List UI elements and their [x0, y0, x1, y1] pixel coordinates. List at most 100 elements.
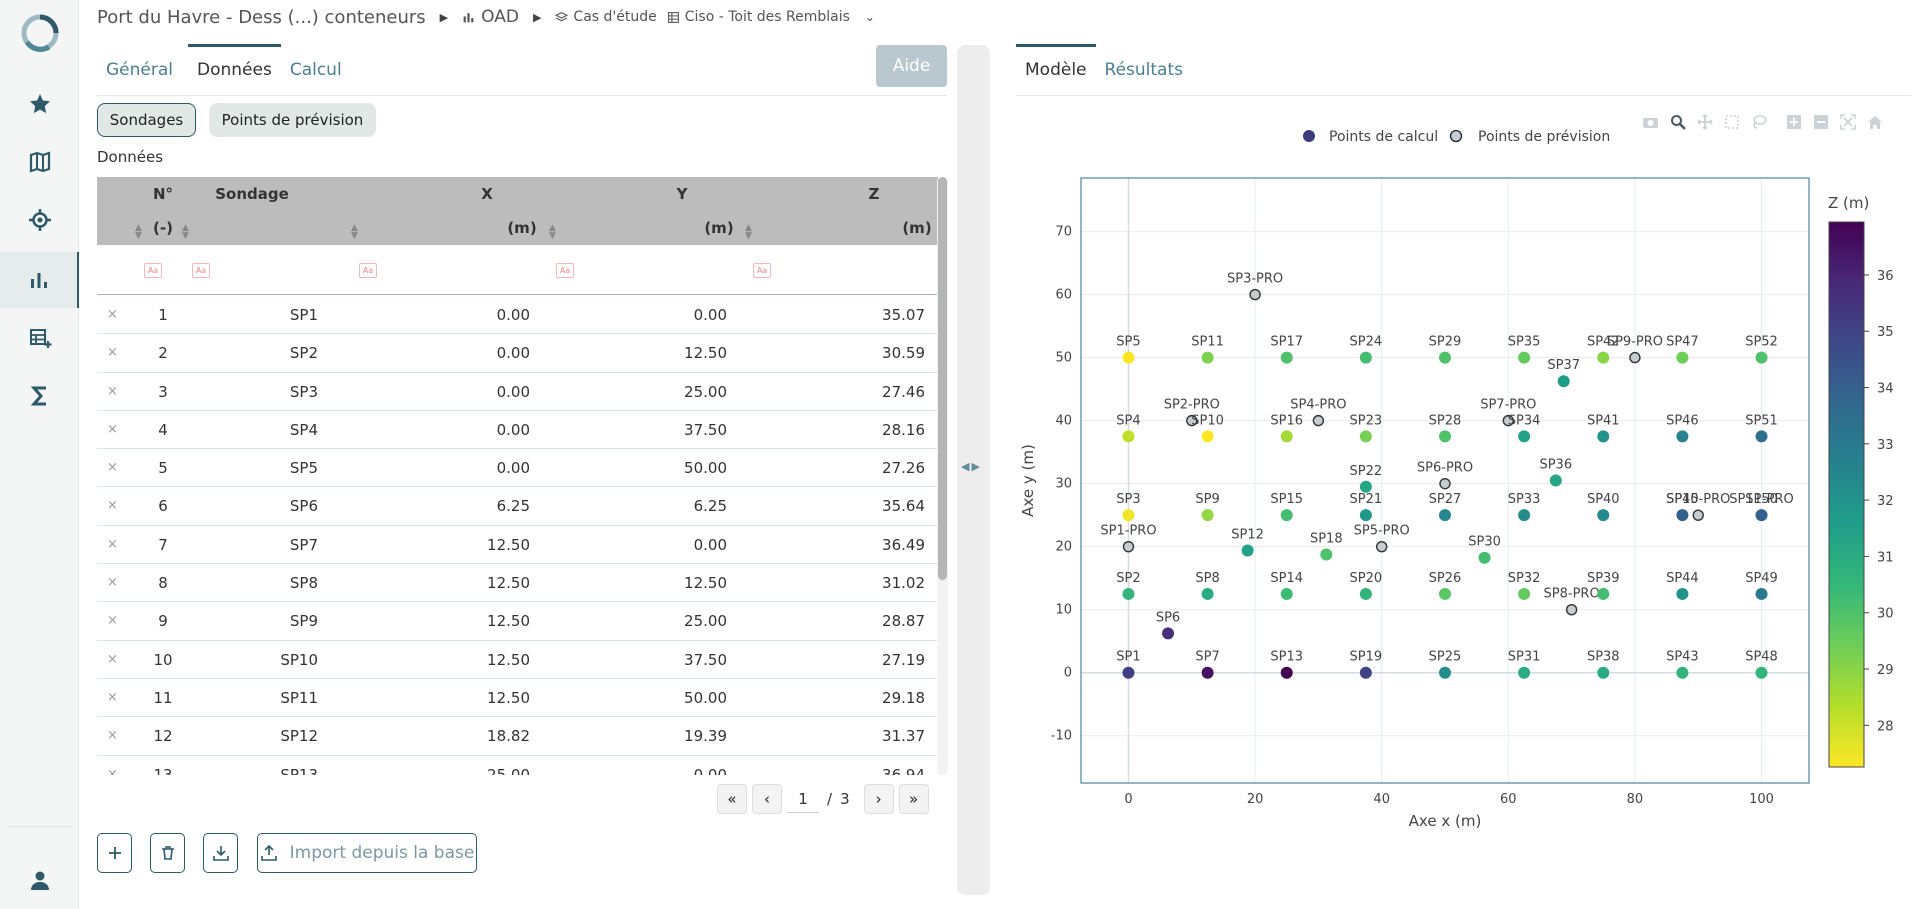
- calc-point[interactable]: [1549, 474, 1562, 487]
- delete-row-icon[interactable]: ×: [107, 651, 118, 667]
- delete-row-icon[interactable]: ×: [107, 460, 118, 476]
- calc-point[interactable]: [1162, 627, 1175, 640]
- page-number-input[interactable]: [787, 785, 819, 813]
- profile-nav[interactable]: [0, 852, 79, 908]
- filter-y-input[interactable]: Aa: [556, 263, 574, 278]
- table-row[interactable]: × 10 SP10 12.50 37.50 27.19: [97, 641, 938, 679]
- delete-row-icon[interactable]: ×: [107, 613, 118, 629]
- camera-icon[interactable]: [1640, 113, 1661, 131]
- tab-modele[interactable]: Modèle: [1016, 44, 1096, 96]
- delete-row-icon[interactable]: ×: [107, 689, 118, 705]
- header-number[interactable]: N°: [152, 185, 174, 203]
- calc-point[interactable]: [1320, 548, 1333, 561]
- filter-z-input[interactable]: Aa: [753, 263, 771, 278]
- first-page-button[interactable]: «: [717, 784, 747, 814]
- pan-icon[interactable]: [1694, 113, 1715, 131]
- prevision-point[interactable]: [1312, 414, 1325, 427]
- calc-point[interactable]: [1201, 509, 1214, 522]
- sort-icon[interactable]: ▲ ▼: [745, 223, 752, 241]
- sort-icon[interactable]: ▲ ▼: [135, 223, 142, 241]
- delete-row-icon[interactable]: ×: [107, 728, 118, 744]
- lasso-icon[interactable]: [1748, 113, 1769, 131]
- calc-point[interactable]: [1755, 587, 1768, 600]
- calc-point[interactable]: [1122, 666, 1135, 679]
- calc-point[interactable]: [1201, 351, 1214, 364]
- next-page-button[interactable]: ›: [863, 784, 894, 814]
- delete-rows-button[interactable]: [150, 833, 185, 873]
- calc-point[interactable]: [1597, 509, 1610, 522]
- table-row[interactable]: × 2 SP2 0.00 12.50 30.59: [97, 334, 938, 373]
- scrollbar-thumb[interactable]: [938, 177, 947, 580]
- app-logo[interactable]: [19, 12, 61, 54]
- delete-row-icon[interactable]: ×: [107, 766, 118, 775]
- table-row[interactable]: × 3 SP3 0.00 25.00 27.46: [97, 373, 938, 411]
- legend-marker-calc[interactable]: [1303, 130, 1315, 142]
- calc-point[interactable]: [1597, 430, 1610, 443]
- delete-row-icon[interactable]: ×: [107, 307, 118, 322]
- breadcrumb-project[interactable]: Port du Havre - Dess (...) conteneurs: [97, 6, 426, 28]
- table-row[interactable]: × 9 SP9 12.50 25.00 28.87: [97, 602, 938, 641]
- calc-point[interactable]: [1280, 351, 1293, 364]
- delete-row-icon[interactable]: ×: [107, 345, 118, 361]
- calc-point[interactable]: [1755, 430, 1768, 443]
- delete-row-icon[interactable]: ×: [107, 421, 118, 437]
- calc-point[interactable]: [1241, 544, 1254, 557]
- breadcrumb-model[interactable]: Ciso - Toit des Remblais ⌄: [667, 9, 875, 25]
- calc-point[interactable]: [1359, 430, 1372, 443]
- table-row[interactable]: × 13 SP13 25.00 0.00 36.94: [97, 756, 938, 775]
- delete-row-icon[interactable]: ×: [107, 575, 118, 591]
- calc-point[interactable]: [1755, 509, 1768, 522]
- calc-point[interactable]: [1518, 430, 1531, 443]
- table-add-nav[interactable]: [0, 310, 79, 366]
- download-button[interactable]: [203, 833, 238, 873]
- sum-nav[interactable]: [0, 368, 79, 424]
- last-page-button[interactable]: »: [898, 784, 929, 814]
- subtab-sondages[interactable]: Sondages: [97, 103, 196, 137]
- breadcrumb-module[interactable]: OAD: [462, 7, 519, 27]
- calc-point[interactable]: [1439, 509, 1451, 522]
- calc-point[interactable]: [1439, 666, 1451, 679]
- table-row[interactable]: × 1 SP1 0.00 0.00 35.07: [97, 296, 938, 335]
- calc-point[interactable]: [1518, 666, 1531, 679]
- calc-point[interactable]: [1280, 509, 1293, 522]
- sort-icon[interactable]: ▲ ▼: [351, 223, 358, 241]
- calc-point[interactable]: [1597, 351, 1610, 364]
- calc-point[interactable]: [1557, 375, 1570, 388]
- calc-point[interactable]: [1280, 430, 1293, 443]
- delete-row-icon[interactable]: ×: [107, 498, 118, 514]
- calc-point[interactable]: [1359, 351, 1372, 364]
- breadcrumb-case[interactable]: Cas d'étude: [555, 9, 657, 25]
- calc-point[interactable]: [1280, 587, 1293, 600]
- header-y[interactable]: Y: [676, 185, 688, 203]
- calc-point[interactable]: [1201, 666, 1214, 679]
- subtab-points-prevision[interactable]: Points de prévision: [209, 103, 376, 137]
- prevision-point[interactable]: [1439, 477, 1451, 490]
- split-arrows-icon[interactable]: ◀▶: [961, 460, 982, 473]
- calc-point[interactable]: [1359, 480, 1372, 493]
- calc-point[interactable]: [1518, 351, 1531, 364]
- tab-resultats[interactable]: Résultats: [1104, 60, 1183, 80]
- tab-donnees[interactable]: Données: [188, 44, 281, 96]
- calc-point[interactable]: [1755, 351, 1768, 364]
- calc-point[interactable]: [1122, 430, 1135, 443]
- calc-point[interactable]: [1201, 430, 1214, 443]
- prevision-point[interactable]: [1375, 540, 1388, 553]
- filter-number-input[interactable]: Aa: [144, 263, 162, 278]
- sort-icon[interactable]: ▲ ▼: [549, 223, 556, 241]
- calc-point[interactable]: [1676, 351, 1689, 364]
- delete-row-icon[interactable]: ×: [107, 536, 118, 552]
- add-row-button[interactable]: [97, 833, 132, 873]
- calc-point[interactable]: [1597, 587, 1610, 600]
- panel-splitter[interactable]: ◀▶: [957, 45, 990, 895]
- calc-point[interactable]: [1518, 587, 1531, 600]
- calc-point[interactable]: [1597, 666, 1610, 679]
- calc-point[interactable]: [1755, 666, 1768, 679]
- table-row[interactable]: × 4 SP4 0.00 37.50 28.16: [97, 411, 938, 450]
- table-row[interactable]: × 12 SP12 18.82 19.39 31.37: [97, 717, 938, 756]
- filter-sondage-input[interactable]: Aa: [192, 263, 210, 278]
- delete-row-icon[interactable]: ×: [107, 383, 118, 399]
- table-row[interactable]: × 6 SP6 6.25 6.25 35.64: [97, 487, 938, 526]
- calc-point[interactable]: [1676, 509, 1689, 522]
- calc-point[interactable]: [1359, 666, 1372, 679]
- sort-icon[interactable]: ▲ ▼: [182, 223, 189, 241]
